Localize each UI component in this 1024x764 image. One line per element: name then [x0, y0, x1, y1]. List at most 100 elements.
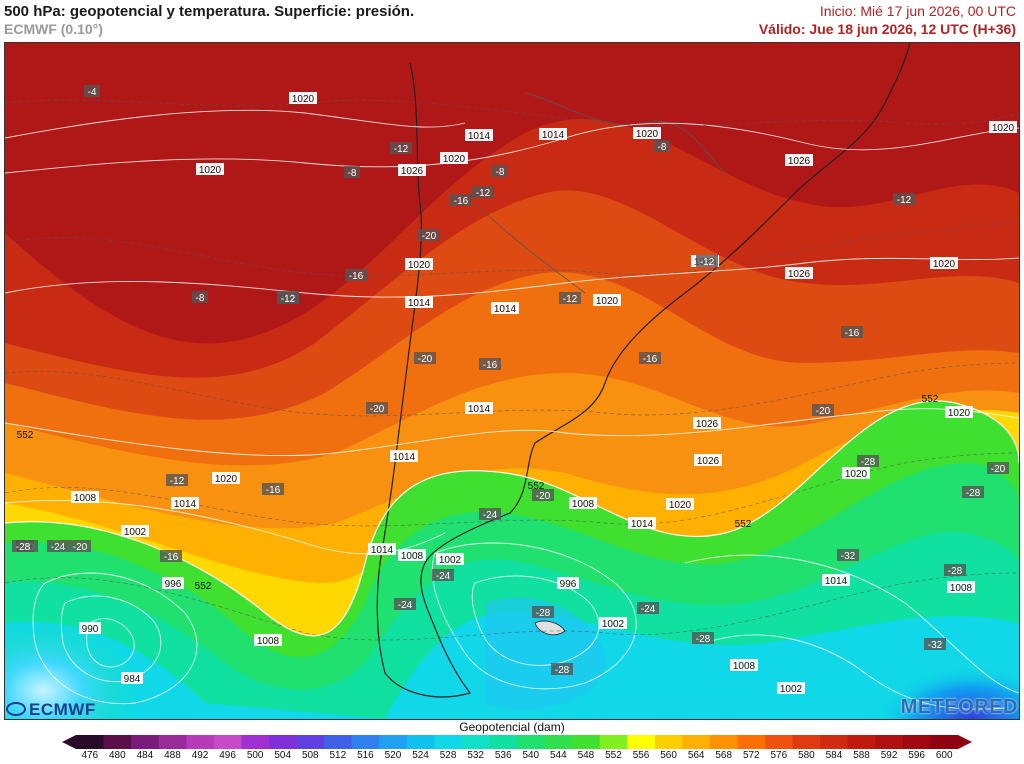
- pressure-label: 1020: [636, 129, 659, 140]
- pressure-label-bg: [822, 574, 850, 586]
- temperature-label-bg: [987, 462, 1009, 474]
- pressure-label-bg: [196, 163, 224, 175]
- pressure-label: 1026: [788, 156, 811, 167]
- colorbar-tick: 588: [853, 750, 870, 761]
- colorbar-segment: [517, 735, 546, 749]
- pressure-label: 1014: [494, 304, 517, 315]
- colorbar-segment: [434, 735, 463, 749]
- temperature-label: -28: [696, 634, 711, 645]
- colorbar-segment: [351, 735, 380, 749]
- pressure-label-bg: [628, 517, 656, 529]
- pressure-label: 1020: [933, 259, 956, 270]
- temperature-label: -16: [483, 360, 498, 371]
- temperature-label: -28: [948, 566, 963, 577]
- pressure-label: 1014: [393, 452, 416, 463]
- pressure-label: 1020: [669, 500, 692, 511]
- temperature-label: -12: [563, 294, 578, 305]
- colorbar-segment: [765, 735, 794, 749]
- pressure-label: 1026: [401, 166, 424, 177]
- colorbar-segment: [158, 735, 187, 749]
- colorbar-tick: 524: [412, 750, 429, 761]
- colorbar-tick: 560: [660, 750, 677, 761]
- temperature-label-bg: [366, 402, 388, 414]
- colorbar-tick: 508: [301, 750, 319, 761]
- temperature-label-bg: [277, 292, 299, 304]
- temperature-label-bg: [962, 486, 984, 498]
- pressure-label: 1026: [788, 269, 811, 280]
- colorbar-segment: [627, 735, 656, 749]
- colorbar-segment: [654, 735, 683, 749]
- temperature-label: -28: [966, 488, 981, 499]
- pressure-label-bg: [947, 581, 975, 593]
- colorbar-tick: 476: [81, 750, 99, 761]
- pressure-label: 1020: [292, 94, 315, 105]
- temperature-label: -12: [170, 476, 185, 487]
- colorbar-tick: 540: [522, 750, 540, 761]
- colorbar-segment: [544, 735, 573, 749]
- temperature-label: -12: [476, 188, 491, 199]
- colorbar-tick: 584: [825, 750, 843, 761]
- pressure-label: 1002: [439, 555, 462, 566]
- colorbar-ticks: 476 480 484 488 492 496 500 504 508 512 516 520 524 5…: [0, 750, 1024, 764]
- temperature-label-bg: [160, 550, 182, 562]
- temperature-label-bg: [414, 352, 436, 364]
- pressure-label-bg: [171, 497, 199, 509]
- pressure-label: 1008: [572, 499, 595, 510]
- colorbar-segment: [406, 735, 435, 749]
- temperature-label: -32: [928, 640, 943, 651]
- temperature-label-bg: [479, 358, 501, 370]
- colorbar-tick: 556: [632, 750, 650, 761]
- temperature-label-bg: [262, 483, 284, 495]
- pressure-label: 996: [165, 579, 182, 590]
- temperature-label: -16: [349, 271, 364, 282]
- colorbar-segment: [131, 735, 160, 749]
- pressure-label: 1026: [697, 456, 720, 467]
- temperature-label-bg: [192, 291, 208, 303]
- pressure-label: 1008: [733, 661, 756, 672]
- pressure-label: 1020: [596, 296, 619, 307]
- pressure-label: 984: [124, 674, 141, 685]
- temperature-label: -8: [496, 167, 505, 178]
- temperature-label-bg: [166, 474, 188, 486]
- pressure-label: 990: [82, 624, 99, 635]
- colorbar-tick: 568: [715, 750, 733, 761]
- pressure-label: 1014: [468, 404, 491, 415]
- pressure-label-bg: [777, 682, 805, 694]
- temperature-label-bg: [532, 489, 554, 501]
- pressure-label-bg: [599, 617, 627, 629]
- colorbar-segment: [572, 735, 601, 749]
- colorbar-tick: 580: [798, 750, 815, 761]
- colorbar-tick: 572: [742, 750, 760, 761]
- temperature-label-bg: [418, 229, 440, 241]
- pressure-label-bg: [842, 467, 870, 479]
- temperature-label: -20: [418, 354, 433, 365]
- colorbar-segment: [186, 735, 215, 749]
- pressure-label-bg: [569, 497, 597, 509]
- colorbar-tick: 552: [605, 750, 622, 761]
- pressure-label: 1014: [825, 576, 848, 587]
- temperature-label: -24: [641, 604, 656, 615]
- temperature-label: -8: [348, 168, 357, 179]
- pressure-label-bg: [693, 417, 721, 429]
- colorbar-tick: 592: [880, 750, 898, 761]
- temperature-label: -8: [196, 293, 205, 304]
- colorbar-right-tip: [958, 735, 972, 749]
- temperature-label: -24: [483, 510, 498, 521]
- temperature-label: -12: [281, 294, 296, 305]
- pressure-label-bg: [694, 454, 722, 466]
- pressure-label: 1008: [950, 583, 973, 594]
- pressure-label: 1020: [408, 260, 431, 271]
- pressure-label: 1014: [408, 298, 431, 309]
- height-label: 552: [922, 394, 939, 405]
- colorbar-title: Geopotencial (dam): [459, 720, 565, 734]
- pressure-label-bg: [398, 549, 426, 561]
- pressure-label: 1014: [631, 519, 654, 530]
- colorbar-segment: [820, 735, 849, 749]
- weather-map[interactable]: 1020 1020 1014 1014 1020 1020 1026 1020 1026 1026…: [4, 42, 1020, 720]
- pressure-label: 1014: [468, 131, 491, 142]
- temperature-label-bg: [654, 140, 670, 152]
- pressure-label-bg: [368, 543, 396, 555]
- pressure-label-bg: [945, 406, 973, 418]
- colorbar-tick: 500: [246, 750, 264, 761]
- colorbar-tick: 528: [439, 750, 457, 761]
